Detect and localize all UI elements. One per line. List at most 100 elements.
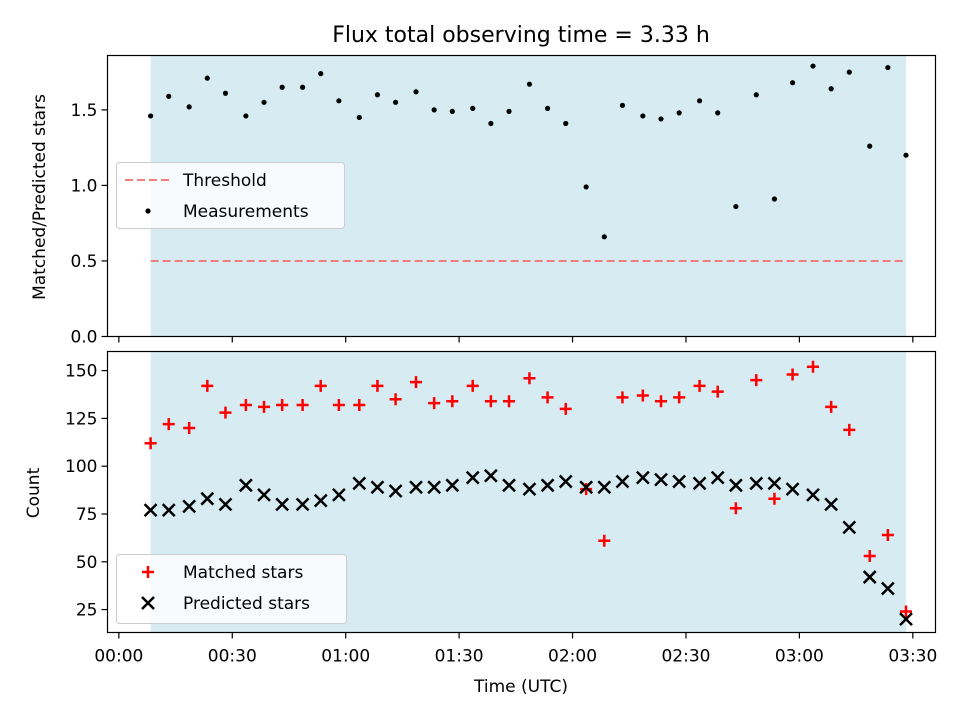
measurement-point: [867, 143, 873, 149]
matched-star-point: [523, 372, 536, 385]
predicted-star-point: [615, 474, 630, 489]
predicted-star-point: [558, 474, 573, 489]
x-tick-label: 03:30: [888, 647, 937, 667]
measurement-point: [336, 98, 342, 104]
matched-star-point: [446, 395, 459, 408]
predicted-star-point: [862, 570, 877, 584]
matched-star-point: [807, 360, 820, 373]
measurement-point: [374, 92, 381, 98]
predicted-star-point: [692, 476, 707, 491]
matched-star-point: [636, 389, 649, 402]
measurement-point: [601, 234, 607, 240]
measurement-point: [563, 120, 569, 127]
measurement-point: [166, 93, 172, 99]
x-tick-label: 02:00: [548, 647, 597, 667]
predicted-star-point: [824, 497, 839, 512]
predicted-star-point: [275, 497, 290, 512]
y-tick-label: 75: [76, 505, 98, 525]
y-tick-label: 100: [65, 457, 97, 477]
matched-star-point: [843, 423, 856, 436]
matched-star-point: [729, 502, 742, 515]
measurement-point: [431, 107, 437, 113]
measurement-point: [733, 203, 739, 210]
y-tick-label: 150: [65, 362, 97, 382]
predicted-star-point: [370, 480, 385, 495]
matched-star-point: [825, 400, 838, 413]
legend-predicted-swatch: [141, 596, 155, 610]
measurement-point: [279, 84, 285, 90]
matched-star-point: [673, 391, 686, 404]
predicted-star-point: [143, 503, 158, 518]
matched-star-point: [162, 418, 175, 431]
bottom-y-axis-label: Count: [24, 467, 44, 518]
matched-star-point: [219, 406, 232, 419]
measurement-point: [676, 110, 682, 116]
matched-star-point: [711, 385, 724, 398]
matched-star-point: [559, 402, 572, 415]
matched-star-point: [276, 399, 289, 412]
measurement-point: [696, 98, 703, 104]
predicted-star-point: [388, 484, 403, 498]
top-panel: 0.0 0.5 1.0 1.5 Matched/Predicted stars Thr…: [30, 54, 937, 348]
bottom-legend-box: [116, 554, 347, 624]
predicted-star-point: [880, 581, 895, 596]
measurement-point: [243, 113, 249, 119]
top-x-ticks: [118, 336, 914, 343]
measurement-point: [583, 184, 589, 190]
top-legend: Threshold Measurements: [116, 162, 345, 229]
measurement-point: [810, 63, 816, 69]
chart-title: Flux total observing time = 3.33 h: [332, 23, 710, 48]
x-tick-label: 01:00: [321, 647, 370, 667]
predicted-star-point: [767, 476, 782, 491]
matched-star-point: [296, 399, 309, 412]
legend-matched-label: Matched stars: [183, 563, 303, 583]
matched-star-point: [863, 550, 876, 563]
predicted-star-point: [161, 503, 176, 518]
matched-star-point: [410, 376, 423, 389]
matched-star-point: [541, 391, 554, 404]
matched-star-point: [503, 395, 516, 408]
x-tick-label: 00:00: [94, 647, 143, 667]
bottom-x-ticks: 00:00 00:30 01:00 01:30 02:00 02:30 03:00 03:30: [94, 632, 937, 667]
top-y-ticks: 0.0 0.5 1.0 1.5: [70, 101, 108, 348]
predicted-star-point: [200, 491, 215, 506]
x-tick-label: 03:00: [775, 647, 824, 667]
top-plot-frame: [106, 54, 937, 338]
matched-star-point: [881, 529, 894, 542]
measurement-point: [299, 84, 306, 90]
measurement-points: [148, 63, 909, 240]
top-y-axis-label: Matched/Predicted stars: [30, 94, 50, 300]
predicted-star-point: [728, 478, 743, 493]
top-legend-box: [116, 162, 345, 229]
predicted-star-point: [427, 480, 442, 495]
legend-predicted-label: Predicted stars: [183, 594, 310, 614]
predicted-star-point: [710, 470, 725, 485]
predicted-star-point: [332, 487, 346, 502]
measurement-point: [413, 89, 419, 95]
measurement-point: [356, 114, 362, 121]
measurement-point: [903, 152, 909, 158]
matched-star-point: [768, 492, 781, 505]
predicted-star-point: [749, 476, 764, 491]
matched-star-point: [183, 421, 196, 434]
predicted-star-point: [182, 499, 197, 514]
x-tick-label: 02:30: [661, 647, 710, 667]
y-tick-label: 0.0: [70, 328, 97, 348]
x-axis-label: Time (UTC): [473, 677, 568, 697]
predicted-star-point: [313, 493, 328, 508]
predicted-star-point: [522, 482, 537, 497]
matched-star-point: [428, 397, 441, 410]
measurement-point: [449, 108, 455, 114]
measurement-point: [204, 75, 210, 81]
y-tick-label: 125: [65, 409, 97, 429]
matched-star-point: [750, 374, 763, 387]
y-tick-label: 1.5: [70, 101, 97, 121]
predicted-star-point: [579, 480, 594, 495]
measurement-point: [470, 105, 476, 111]
bottom-panel: 25 50 75 100 125 150 00:00 00:30 01:00 01:30 02:0…: [24, 350, 937, 697]
measurement-point: [222, 90, 229, 96]
bottom-plot-frame: [106, 350, 937, 634]
measurement-point: [619, 102, 626, 108]
measurement-point: [261, 99, 267, 105]
